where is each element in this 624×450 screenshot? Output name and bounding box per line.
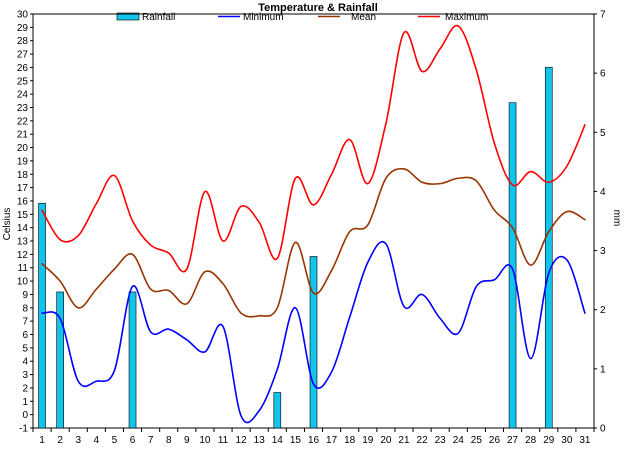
y-left-tick-label: 29 — [17, 23, 29, 34]
y-left-tick-label: -1 — [19, 424, 28, 435]
y-left-tick-label: 30 — [17, 10, 29, 21]
x-tick-label: 22 — [417, 435, 429, 446]
y-left-tick-label: 8 — [22, 303, 28, 314]
legend: Rainfall Minimum Mean Maximum — [116, 12, 488, 23]
y-left-tick-label: 6 — [22, 330, 28, 341]
series-line-minimum — [41, 241, 586, 424]
y-left-tick-label: 28 — [17, 36, 29, 47]
y-right-tick-label: 6 — [600, 69, 606, 80]
legend-mean-label: Mean — [351, 12, 376, 23]
y-left-tick-label: 21 — [17, 130, 29, 141]
chart-title: Temperature & Rainfall — [258, 2, 378, 14]
y-right-tick-label: 7 — [600, 10, 606, 21]
x-tick-label: 11 — [218, 435, 229, 446]
series-line-maximum — [41, 24, 586, 273]
x-tick-label: 2 — [57, 435, 63, 446]
series-line-mean — [41, 167, 586, 318]
x-tick-label: 5 — [112, 435, 118, 446]
y-right-tick-label: 2 — [600, 305, 606, 316]
y-right-tick-label: 4 — [600, 187, 606, 198]
y-left-tick-label: 17 — [17, 183, 29, 194]
x-tick-label: 4 — [94, 435, 100, 446]
x-tick-label: 25 — [471, 435, 483, 446]
x-tick-label: 18 — [344, 435, 356, 446]
y-left-tick-label: 27 — [17, 50, 29, 61]
plot-area: -101234567891011121314151617181920212223… — [17, 10, 606, 447]
y-right-tick-label: 1 — [600, 364, 606, 375]
x-tick-label: 29 — [543, 435, 555, 446]
y-left-tick-label: 9 — [22, 290, 28, 301]
legend-rainfall-swatch — [116, 12, 140, 21]
x-tick-label: 3 — [75, 435, 81, 446]
x-tick-label: 1 — [39, 435, 45, 446]
legend-maximum-label: Maximum — [445, 12, 488, 23]
y-left-tick-label: 11 — [18, 263, 29, 274]
rainfall-bar — [128, 291, 137, 429]
x-tick-label: 23 — [435, 435, 447, 446]
x-tick-label: 20 — [380, 435, 392, 446]
y-left-tick-label: 22 — [17, 116, 29, 127]
y-left-tick-label: 13 — [17, 237, 29, 248]
x-tick-label: 15 — [290, 435, 302, 446]
rainfall-bar — [544, 66, 553, 429]
y-left-tick-label: 10 — [17, 277, 29, 288]
legend-rainfall-label: Rainfall — [142, 12, 175, 23]
y-left-tick-label: 3 — [22, 370, 28, 381]
y-right-tick-label: 3 — [600, 246, 606, 257]
x-tick-label: 6 — [130, 435, 136, 446]
legend-minimum-label: Minimum — [243, 12, 284, 23]
y-left-tick-label: 18 — [17, 170, 29, 181]
y-left-tick-label: 26 — [17, 63, 29, 74]
y-axis-left-label: Celsius — [2, 208, 13, 241]
x-tick-label: 21 — [398, 435, 410, 446]
y-left-tick-label: 1 — [22, 397, 28, 408]
y-left-tick-label: 12 — [17, 250, 29, 261]
x-tick-label: 24 — [453, 435, 465, 446]
x-tick-label: 8 — [166, 435, 172, 446]
y-axis-right-label: mm — [611, 210, 622, 227]
x-tick-label: 12 — [236, 435, 248, 446]
y-left-tick-label: 4 — [22, 357, 28, 368]
y-left-tick-label: 14 — [17, 223, 29, 234]
y-left-tick-label: 15 — [17, 210, 29, 221]
x-tick-label: 19 — [362, 435, 374, 446]
x-tick-label: 14 — [272, 435, 284, 446]
x-tick-label: 16 — [308, 435, 320, 446]
y-left-tick-label: 20 — [17, 143, 29, 154]
rainfall-bar — [38, 202, 46, 429]
x-tick-label: 26 — [489, 435, 501, 446]
y-right-tick-label: 5 — [600, 128, 606, 139]
rainfall-bar — [273, 392, 282, 429]
x-tick-label: 30 — [561, 435, 573, 446]
y-left-tick-label: 25 — [17, 76, 29, 87]
y-left-tick-label: 23 — [17, 103, 29, 114]
rainfall-bar — [56, 291, 64, 429]
y-left-tick-label: 16 — [17, 196, 29, 207]
x-tick-label: 31 — [579, 435, 591, 446]
x-tick-label: 27 — [507, 435, 519, 446]
x-tick-label: 28 — [525, 435, 537, 446]
x-tick-label: 7 — [148, 435, 154, 446]
y-left-tick-label: 0 — [22, 410, 28, 421]
y-right-tick-label: 0 — [600, 424, 606, 435]
x-tick-label: 17 — [326, 435, 338, 446]
x-tick-label: 9 — [184, 435, 190, 446]
y-left-tick-label: 24 — [17, 90, 29, 101]
x-tick-label: 13 — [254, 435, 266, 446]
y-left-tick-label: 5 — [22, 343, 28, 354]
y-left-tick-label: 7 — [22, 317, 28, 328]
y-left-tick-label: 19 — [17, 156, 29, 167]
x-tick-label: 10 — [199, 435, 211, 446]
y-left-tick-label: 2 — [22, 383, 28, 394]
rainfall-bar — [309, 256, 318, 429]
